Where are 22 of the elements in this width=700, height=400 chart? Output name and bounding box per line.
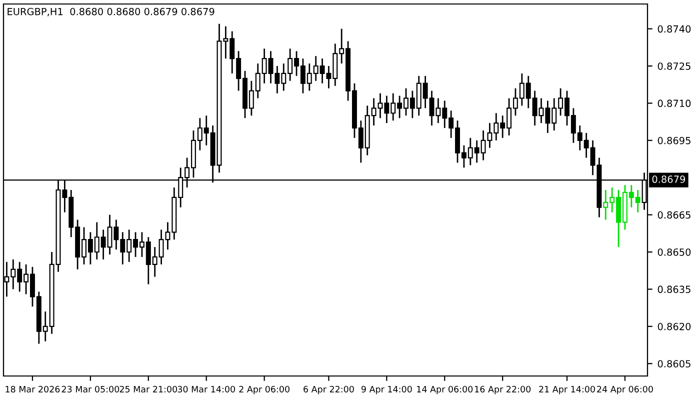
y-tick-label: 0.8740 <box>658 25 691 33</box>
ref-line-label: 0.8679 <box>652 176 685 183</box>
x-tick-label: 30 Mar 14:00 <box>178 386 235 392</box>
x-tick-label: 9 Apr 14:00 <box>361 386 412 394</box>
y-tick-label: 0.8725 <box>658 62 690 70</box>
x-tick-label: 2 Apr 06:00 <box>239 386 290 394</box>
y-tick-label: 0.8635 <box>658 286 690 294</box>
x-tick-label: 14 Apr 06:00 <box>417 386 473 394</box>
x-tick-label: 6 Apr 22:00 <box>304 386 354 394</box>
y-tick-label: 0.8605 <box>658 360 690 368</box>
x-tick-label: 16 Apr 22:00 <box>475 386 531 394</box>
y-tick-label: 0.8620 <box>658 322 691 330</box>
x-tick-label: 25 Mar 21:00 <box>120 386 178 392</box>
chart-title: EURGBP,H1 0.8680 0.8680 0.8679 0.8679 <box>8 8 214 16</box>
y-tick-label: 0.8650 <box>658 248 691 256</box>
y-tick-label: 0.8665 <box>658 211 690 219</box>
y-tick-label: 0.8695 <box>658 136 690 144</box>
y-tick-label: 0.8710 <box>658 100 691 108</box>
x-tick-label: 24 Apr 06:00 <box>597 386 653 394</box>
x-tick-label: 21 Apr 14:00 <box>539 386 595 394</box>
x-tick-label: 23 Mar 05:00 <box>62 386 120 392</box>
x-tick-label: 18 Mar 2026 <box>6 386 60 392</box>
